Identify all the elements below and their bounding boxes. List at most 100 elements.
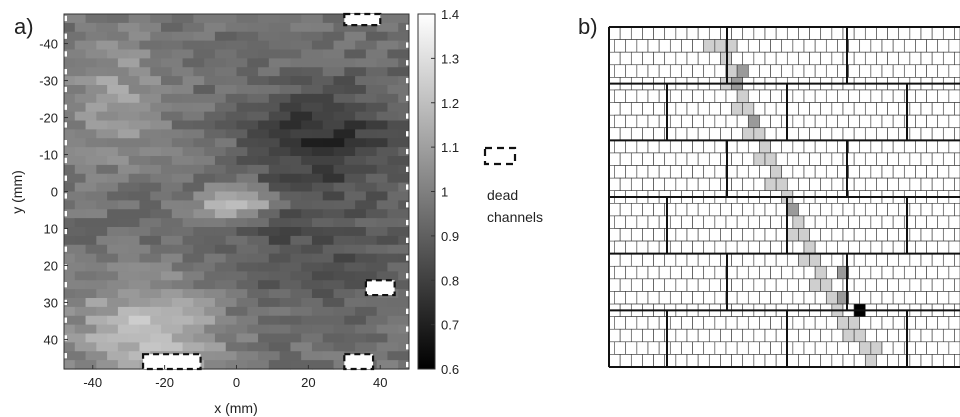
heatmap-cell [344,138,367,148]
heatmap-cell [398,360,409,370]
heatmap-cell [387,280,409,290]
pixel-cell [848,265,861,280]
heatmap-cell [225,129,248,139]
heatmap-cell [107,31,130,42]
heatmap-cell [247,22,270,33]
heatmap-cell [236,49,259,59]
pixel-cell [825,316,838,330]
pixel-cell [803,316,816,330]
pixel-cell [915,215,927,229]
pixel-cell [870,215,883,229]
pixel-cell [825,64,838,78]
heatmap-cell [117,271,141,281]
pixel-cell [653,26,666,40]
heatmap-cell [247,147,270,157]
pixel-cell [697,102,710,116]
heatmap-cell [279,31,302,42]
pixel-cell [720,328,732,343]
heatmap-cell [387,209,409,219]
heatmap-cell [64,22,76,33]
pixel-cell [814,240,827,254]
pixel-cell [619,51,632,66]
pixel-cell [647,265,660,280]
pixel-cell [798,152,810,166]
heatmap-cell [117,164,141,175]
pixel-cell [831,203,844,217]
heatmap-cell [107,351,130,361]
heatmap-cell [279,280,302,290]
pixel-cell [898,102,911,116]
heatmap-cell [64,271,76,281]
heatmap-cell [258,351,281,361]
heatmap-cell [333,40,356,51]
heatmap-cell [171,156,194,166]
pixel-cell [630,278,643,292]
pixel-cell [747,265,760,280]
heatmap-cell [290,324,313,335]
pixel-cell [864,354,877,368]
heatmap-cell [225,360,248,370]
heatmap-cell [204,93,227,104]
pixel-cell [825,39,838,53]
pixel-cell [742,177,755,192]
heatmap-cell [128,262,151,272]
x-tick-label: 0 [233,375,240,390]
pixel-cell [764,354,777,368]
pixel-cell [753,328,766,343]
heatmap-cell [258,315,281,326]
pixel-cell [731,177,744,192]
pixel-cell [753,177,766,192]
pixel-cell [859,39,872,53]
pixel-cell [942,127,955,141]
pixel-cell [747,291,760,305]
pixel-cell [887,328,900,343]
heatmap-cell [161,289,184,299]
pixel-cell [759,291,771,305]
pixel-cell [786,203,799,217]
pixel-cell [675,127,688,141]
heatmap-cell [117,218,141,228]
edge-notch [406,184,409,190]
pixel-cell [636,114,649,129]
heatmap-cell [301,156,324,166]
pixel-cell [714,165,727,179]
pixel-cell [608,203,621,217]
heatmap-cell [365,262,389,272]
x-tick-label: -20 [155,375,174,390]
heatmap-cell [161,342,184,352]
pixel-cell [675,51,688,66]
pixel-cell [708,228,721,242]
pixel-cell [647,240,660,254]
heatmap-cell [290,360,313,370]
pixel-cell [915,265,927,280]
heatmap-cell [85,262,108,272]
heatmap-cell [64,306,76,317]
pixel-cell [931,228,944,242]
pixel-cell [814,341,827,355]
heatmap-cell [96,147,119,157]
pixel-cell [725,215,738,229]
pixel-cell [814,39,827,53]
pixel-cell [681,240,693,254]
heatmap-cell [64,280,87,290]
heatmap-cell [64,164,76,175]
pixel-cell [920,51,933,66]
heatmap-cell [139,147,162,157]
heatmap-cell [96,200,119,210]
pixel-cell [658,165,671,179]
pixel-cell [926,240,939,254]
pixel-cell [625,165,638,179]
pixel-cell [775,152,788,166]
heatmap-cell [398,324,409,335]
pixel-cell [770,316,783,330]
heatmap-cell [64,298,87,308]
heatmap-cell [150,102,173,113]
pixel-cell [837,316,849,330]
heatmap-cell [301,244,324,255]
heatmap-cell [64,147,76,157]
heatmap-cell [128,333,151,343]
heatmap-cell [333,289,356,299]
pixel-cell [697,127,710,141]
edge-notch [406,344,409,350]
y-axis-label: y (mm) [9,170,25,214]
